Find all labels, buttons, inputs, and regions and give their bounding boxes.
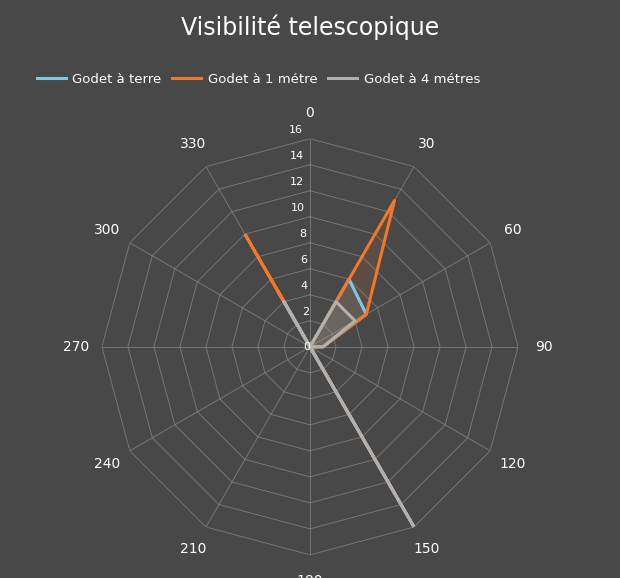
Text: 10: 10: [291, 203, 305, 213]
Text: 8: 8: [299, 229, 306, 239]
Polygon shape: [284, 302, 414, 527]
Text: 14: 14: [290, 151, 304, 161]
Text: 0: 0: [303, 342, 310, 352]
Polygon shape: [278, 279, 366, 358]
Legend: Godet à terre, Godet à 1 métre, Godet à 4 métres: Godet à terre, Godet à 1 métre, Godet à …: [32, 67, 485, 91]
Text: 16: 16: [288, 125, 303, 135]
Text: 6: 6: [300, 255, 307, 265]
Text: Visibilité telescopique: Visibilité telescopique: [181, 14, 439, 40]
Text: 2: 2: [302, 307, 309, 317]
Text: 4: 4: [301, 281, 308, 291]
Polygon shape: [245, 201, 394, 493]
Text: 12: 12: [290, 177, 304, 187]
